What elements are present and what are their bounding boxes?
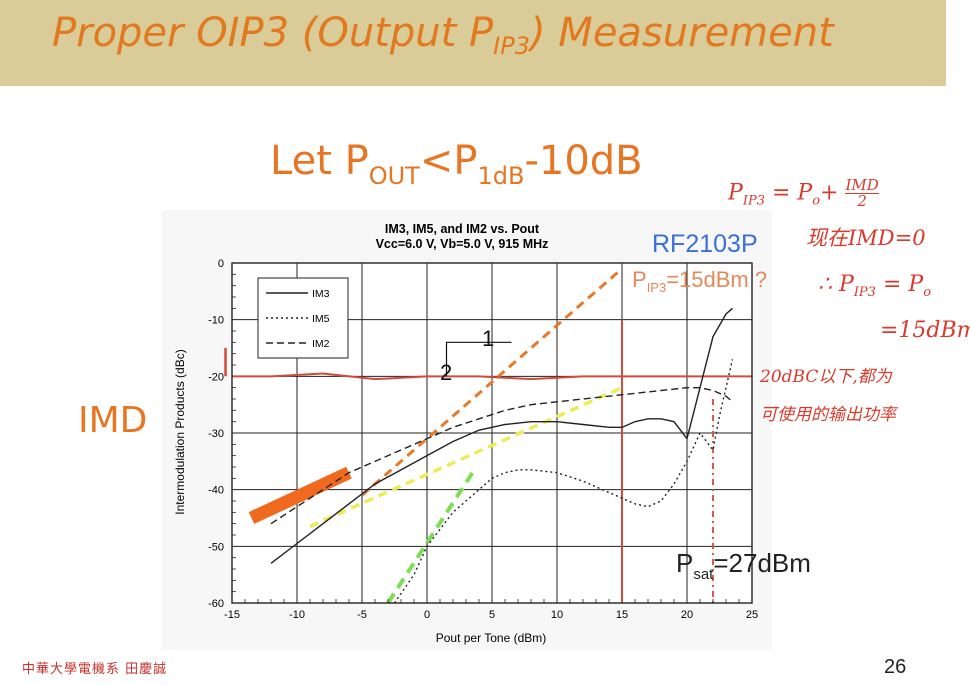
x-tick-label: 10 xyxy=(551,609,563,621)
handwritten-result: ∴ PIP3 = Po xyxy=(818,272,932,300)
x-axis-label: Pout per Tone (dBm) xyxy=(436,631,547,645)
y-tick-label: -40 xyxy=(208,485,224,497)
pip3-annotation: PIP3=15dBm ? xyxy=(632,267,768,295)
im5-extrapolation-line xyxy=(386,471,475,605)
y-tick-label: -10 xyxy=(208,315,224,327)
imd-label: IMD xyxy=(78,400,148,441)
annotation-layer xyxy=(224,267,752,605)
handwritten-note-usable-power: 可使用的输出功率 xyxy=(760,405,896,425)
x-tick-label: 15 xyxy=(616,609,628,621)
im2-extrapolation-line xyxy=(309,386,623,529)
series-layer xyxy=(270,307,734,604)
handwritten-note-imd-zero: 现在IMD=0 xyxy=(806,226,926,250)
y-tick-label: -30 xyxy=(208,428,224,440)
handwritten-formula: PIP3 = Po+ IMD 2 xyxy=(728,176,879,210)
handwritten-note-20dbc: 20dBC以下,都为 xyxy=(760,367,892,387)
handwritten-value: =15dBm xyxy=(880,318,970,343)
slope-run-label: 1 xyxy=(482,326,495,351)
y-tick-label: 0 xyxy=(218,258,224,270)
chart-svg: -15 -10 -5 0 5 10 15 20 250-10-20-30-40-50-60 IM… xyxy=(173,222,758,645)
title-bar xyxy=(0,0,946,86)
axis-layer: -15 -10 -5 0 5 10 15 20 250-10-20-30-40-50-60 xyxy=(208,258,758,621)
legend-label-im5: IM5 xyxy=(312,313,330,325)
part-number-label: RF2103P xyxy=(652,230,758,258)
chart-container: -15 -10 -5 0 5 10 15 20 25 0 -10 -20 -30 -40 -50 -60 IM… xyxy=(162,210,772,650)
x-tick-label: -15 xyxy=(224,609,240,621)
chart-subtitle: Vcc=6.0 V, Vb=5.0 V, 915 MHz xyxy=(376,237,549,251)
chart-title: IM3, IM5, and IM2 vs. Pout xyxy=(385,222,540,236)
plot-frame xyxy=(231,262,753,604)
psat-annotation: Psat=27dBm xyxy=(676,548,811,583)
page-number: 26 xyxy=(884,656,907,678)
series-line-im3 xyxy=(270,307,733,564)
x-tick-label: 0 xyxy=(424,609,430,621)
legend-label-im2: IM2 xyxy=(312,338,330,350)
y-axis-label: Intermodulation Products (dBc) xyxy=(173,349,187,514)
operating-region-band xyxy=(248,466,352,524)
slope-triangle xyxy=(445,341,512,377)
legend-label-im3: IM3 xyxy=(312,288,330,300)
x-tick-label: 25 xyxy=(746,609,758,621)
x-tick-label: 20 xyxy=(681,609,693,621)
slope-rise-label: 2 xyxy=(440,360,453,385)
chart-legend: IM3 IM5 IM2 xyxy=(257,277,349,359)
minus-20dbc-level-line xyxy=(232,372,752,381)
y-tick-label: -60 xyxy=(208,598,224,610)
footer-affiliation: 中華大學電機系 田慶誠 xyxy=(22,662,168,677)
series-line-im2 xyxy=(270,386,733,525)
y-tick-label: -20 xyxy=(208,371,224,383)
condition-text: Let POUT<P1dB-10dB xyxy=(270,138,643,190)
slide-title: Proper OIP3 (Output PIP3) Measurement xyxy=(52,10,834,60)
series-line-im5 xyxy=(393,359,734,604)
x-tick-label: -10 xyxy=(289,609,305,621)
x-tick-label: -5 xyxy=(357,609,367,621)
im3-extrapolation-line xyxy=(361,267,623,497)
x-tick-label: 5 xyxy=(489,609,495,621)
y-tick-label: -50 xyxy=(208,541,224,553)
